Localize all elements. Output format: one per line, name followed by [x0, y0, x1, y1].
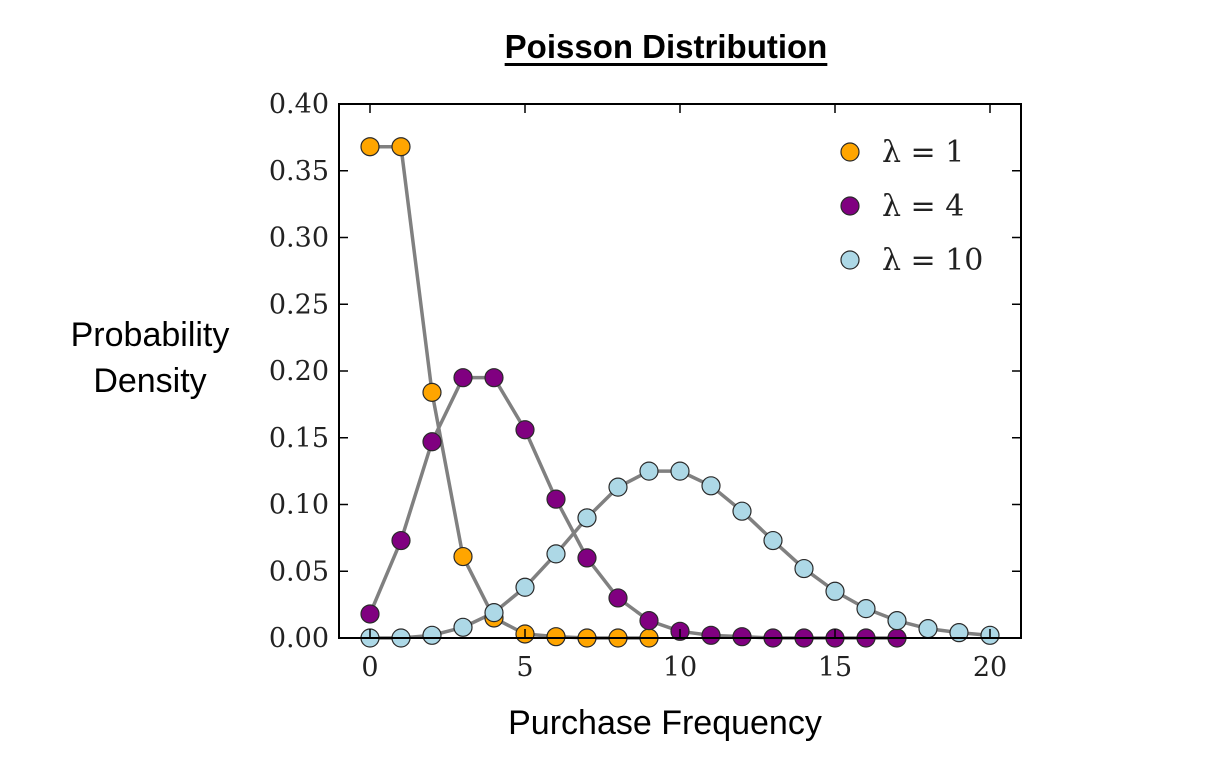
series-line-2	[368, 375, 897, 640]
data-point-series-3	[918, 619, 938, 639]
data-point-series-3	[484, 603, 504, 623]
data-point-series-2	[391, 530, 411, 551]
series-line-1	[370, 144, 649, 640]
y-tick-label: 0.00	[269, 623, 329, 654]
legend-marker	[840, 250, 860, 270]
data-point-series-3	[546, 544, 566, 564]
data-point-series-2	[484, 368, 504, 388]
legend-label: λ = 4	[882, 189, 964, 224]
data-point-series-1	[422, 382, 442, 402]
x-tick-label: 10	[663, 652, 697, 683]
data-point-series-3	[670, 461, 690, 481]
y-tick-label: 0.15	[269, 423, 329, 454]
x-tick-label: 0	[361, 652, 378, 683]
y-tick-label: 0.30	[269, 223, 329, 254]
data-point-series-3	[794, 558, 814, 579]
axis-ticks: 0.00 0.05 0.10 0.15 0.20 0.25 0.30 0.35 0.40 0 5 10…	[269, 89, 1021, 683]
series-points	[360, 137, 1000, 648]
x-tick-label: 20	[973, 652, 1007, 683]
y-tick-label: 0.10	[269, 490, 329, 521]
data-point-series-1	[546, 627, 566, 647]
y-tick-label: 0.35	[269, 156, 329, 187]
y-tick-label: 0.20	[269, 356, 329, 387]
data-point-series-3	[825, 581, 845, 601]
x-tick-label: 5	[516, 652, 533, 683]
data-point-series-2	[732, 627, 752, 647]
data-point-series-2	[453, 368, 473, 388]
data-point-series-1	[360, 137, 380, 157]
chart-title: Poisson Distribution	[504, 28, 828, 65]
legend-label: λ = 1	[882, 135, 964, 170]
y-tick-label: 0.40	[269, 89, 329, 120]
legend-label: λ = 10	[882, 243, 983, 278]
data-point-series-3	[763, 530, 783, 551]
data-point-series-3	[732, 501, 752, 521]
data-point-series-3	[422, 625, 442, 645]
data-point-series-3	[577, 508, 597, 528]
data-point-series-2	[608, 588, 628, 608]
data-point-series-2	[422, 432, 442, 452]
data-point-series-3	[639, 461, 659, 481]
data-point-series-1	[391, 137, 411, 157]
data-point-series-2	[639, 611, 659, 631]
data-point-series-3	[453, 617, 473, 637]
data-point-series-3	[887, 611, 907, 631]
x-axis-label: Purchase Frequency	[508, 704, 822, 742]
data-point-series-2	[360, 604, 380, 624]
legend-marker	[840, 142, 860, 162]
x-tick-label: 15	[818, 652, 852, 683]
data-point-series-3	[515, 577, 535, 597]
data-point-series-2	[546, 489, 566, 509]
data-point-series-2	[701, 625, 721, 645]
plot-frame	[338, 103, 1022, 639]
data-point-series-3	[701, 476, 721, 496]
data-point-series-2	[515, 420, 535, 440]
data-point-series-3	[608, 477, 628, 497]
data-point-series-1	[453, 546, 473, 567]
y-axis-label: Probability Density	[70, 316, 230, 400]
data-point-series-2	[577, 548, 597, 568]
y-tick-label: 0.05	[269, 556, 329, 587]
legend: λ = 1 λ = 4 λ = 10	[840, 135, 983, 278]
data-point-series-3	[856, 599, 876, 619]
legend-marker	[840, 196, 860, 216]
y-tick-label: 0.25	[269, 289, 329, 320]
